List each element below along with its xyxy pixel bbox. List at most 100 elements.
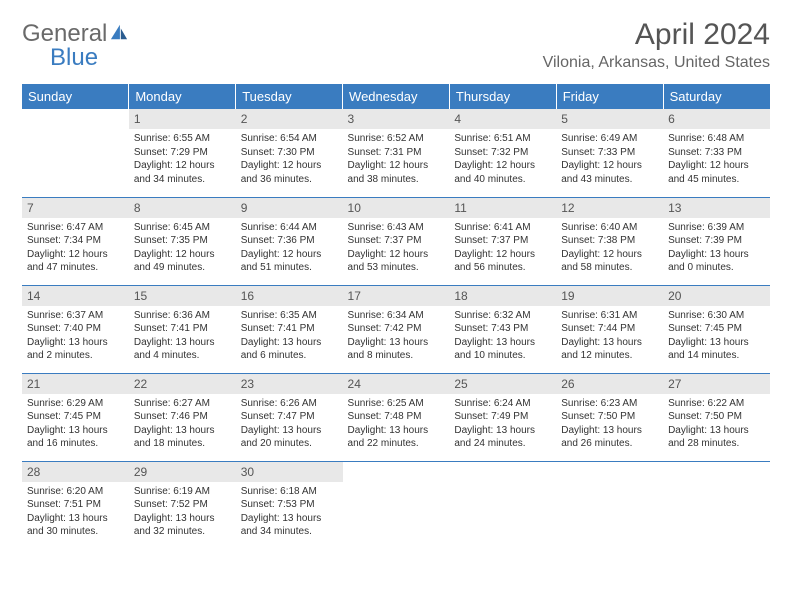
day-number: 30 xyxy=(236,462,343,482)
daylight-text-1: Daylight: 13 hours xyxy=(348,424,445,438)
calendar-cell xyxy=(22,109,129,197)
daylight-text-2: and 6 minutes. xyxy=(241,349,338,363)
title-block: April 2024 Vilonia, Arkansas, United Sta… xyxy=(543,18,770,72)
sunset-text: Sunset: 7:31 PM xyxy=(348,146,445,160)
daylight-text-1: Daylight: 13 hours xyxy=(27,336,124,350)
sunset-text: Sunset: 7:37 PM xyxy=(454,234,551,248)
day-number: 22 xyxy=(129,374,236,394)
day-number: 24 xyxy=(343,374,450,394)
calendar-cell xyxy=(449,461,556,549)
calendar-cell: 5Sunrise: 6:49 AMSunset: 7:33 PMDaylight… xyxy=(556,109,663,197)
daylight-text-2: and 26 minutes. xyxy=(561,437,658,451)
weekday-header: Saturday xyxy=(663,84,770,109)
sunset-text: Sunset: 7:51 PM xyxy=(27,498,124,512)
calendar-cell xyxy=(663,461,770,549)
sunset-text: Sunset: 7:53 PM xyxy=(241,498,338,512)
calendar-cell: 10 Sunrise: 6:43 AMSunset: 7:37 PMDayligh… xyxy=(343,197,450,285)
daylight-text-2: and 20 minutes. xyxy=(241,437,338,451)
day-body: Sunrise: 6:20 AMSunset: 7:51 PMDaylight:… xyxy=(22,482,129,544)
calendar-cell: 22 Sunrise: 6:27 AMSunset: 7:46 PMDayligh… xyxy=(129,373,236,461)
calendar-row: 14Sunrise: 6:37 AMSunset: 7:40 PMDayligh… xyxy=(22,285,770,373)
daylight-text-1: Daylight: 13 hours xyxy=(668,248,765,262)
sunrise-text: Sunrise: 6:44 AM xyxy=(241,221,338,235)
daylight-text-1: Daylight: 13 hours xyxy=(454,336,551,350)
sunrise-text: Sunrise: 6:41 AM xyxy=(454,221,551,235)
sunset-text: Sunset: 7:45 PM xyxy=(668,322,765,336)
calendar-cell: 28Sunrise: 6:20 AMSunset: 7:51 PMDayligh… xyxy=(22,461,129,549)
calendar-cell: 25Sunrise: 6:24 AMSunset: 7:49 PMDayligh… xyxy=(449,373,556,461)
day-body: Sunrise: 6:32 AMSunset: 7:43 PMDaylight:… xyxy=(449,306,556,368)
day-body: Sunrise: 6:22 AMSunset: 7:50 PMDaylight:… xyxy=(663,394,770,456)
daylight-text-2: and 4 minutes. xyxy=(134,349,231,363)
sunrise-text: Sunrise: 6:47 AM xyxy=(27,221,124,235)
sunset-text: Sunset: 7:45 PM xyxy=(27,410,124,424)
sunrise-text: Sunrise: 6:27 AM xyxy=(134,397,231,411)
weekday-header: Wednesday xyxy=(343,84,450,109)
daylight-text-1: Daylight: 12 hours xyxy=(561,248,658,262)
sunrise-text: Sunrise: 6:32 AM xyxy=(454,309,551,323)
daylight-text-1: Daylight: 12 hours xyxy=(348,159,445,173)
day-body: Sunrise: 6:23 AMSunset: 7:50 PMDaylight:… xyxy=(556,394,663,456)
day-body: Sunrise: 6:52 AMSunset: 7:31 PMDaylight:… xyxy=(343,129,450,191)
day-number: 11 xyxy=(449,198,556,218)
daylight-text-1: Daylight: 12 hours xyxy=(561,159,658,173)
day-body: Sunrise: 6:47 AMSunset: 7:34 PMDaylight:… xyxy=(22,218,129,280)
sunset-text: Sunset: 7:48 PM xyxy=(348,410,445,424)
sunrise-text: Sunrise: 6:31 AM xyxy=(561,309,658,323)
sunset-text: Sunset: 7:49 PM xyxy=(454,410,551,424)
daylight-text-2: and 14 minutes. xyxy=(668,349,765,363)
sunset-text: Sunset: 7:37 PM xyxy=(348,234,445,248)
daylight-text-1: Daylight: 12 hours xyxy=(348,248,445,262)
calendar-cell: 16Sunrise: 6:35 AMSunset: 7:41 PMDayligh… xyxy=(236,285,343,373)
daylight-text-1: Daylight: 13 hours xyxy=(134,424,231,438)
sunrise-text: Sunrise: 6:52 AM xyxy=(348,132,445,146)
daylight-text-2: and 34 minutes. xyxy=(134,173,231,187)
day-body: Sunrise: 6:41 AMSunset: 7:37 PMDaylight:… xyxy=(449,218,556,280)
daylight-text-2: and 40 minutes. xyxy=(454,173,551,187)
sunset-text: Sunset: 7:29 PM xyxy=(134,146,231,160)
daylight-text-2: and 0 minutes. xyxy=(668,261,765,275)
calendar-cell xyxy=(556,461,663,549)
day-number: 10 xyxy=(343,198,450,218)
daylight-text-2: and 8 minutes. xyxy=(348,349,445,363)
page-title: April 2024 xyxy=(543,18,770,52)
day-number: 18 xyxy=(449,286,556,306)
calendar-cell: 30Sunrise: 6:18 AMSunset: 7:53 PMDayligh… xyxy=(236,461,343,549)
daylight-text-1: Daylight: 13 hours xyxy=(134,512,231,526)
sunset-text: Sunset: 7:44 PM xyxy=(561,322,658,336)
daylight-text-2: and 32 minutes. xyxy=(134,525,231,539)
day-number: 9 xyxy=(236,198,343,218)
calendar-cell: 8Sunrise: 6:45 AMSunset: 7:35 PMDaylight… xyxy=(129,197,236,285)
calendar-cell: 23Sunrise: 6:26 AMSunset: 7:47 PMDayligh… xyxy=(236,373,343,461)
day-body: Sunrise: 6:39 AMSunset: 7:39 PMDaylight:… xyxy=(663,218,770,280)
sunset-text: Sunset: 7:33 PM xyxy=(668,146,765,160)
calendar-cell: 9Sunrise: 6:44 AMSunset: 7:36 PMDaylight… xyxy=(236,197,343,285)
day-number: 16 xyxy=(236,286,343,306)
calendar-row: 28Sunrise: 6:20 AMSunset: 7:51 PMDayligh… xyxy=(22,461,770,549)
sunset-text: Sunset: 7:43 PM xyxy=(454,322,551,336)
sunrise-text: Sunrise: 6:29 AM xyxy=(27,397,124,411)
sunset-text: Sunset: 7:46 PM xyxy=(134,410,231,424)
sunset-text: Sunset: 7:30 PM xyxy=(241,146,338,160)
daylight-text-1: Daylight: 13 hours xyxy=(668,424,765,438)
calendar-cell: 11Sunrise: 6:41 AMSunset: 7:37 PMDayligh… xyxy=(449,197,556,285)
logo-text-general: General xyxy=(22,22,107,46)
sunrise-text: Sunrise: 6:54 AM xyxy=(241,132,338,146)
sunset-text: Sunset: 7:34 PM xyxy=(27,234,124,248)
daylight-text-1: Daylight: 12 hours xyxy=(134,159,231,173)
daylight-text-1: Daylight: 12 hours xyxy=(454,248,551,262)
calendar-cell: 4Sunrise: 6:51 AMSunset: 7:32 PMDaylight… xyxy=(449,109,556,197)
sunrise-text: Sunrise: 6:43 AM xyxy=(348,221,445,235)
calendar-cell: 6Sunrise: 6:48 AMSunset: 7:33 PMDaylight… xyxy=(663,109,770,197)
daylight-text-1: Daylight: 13 hours xyxy=(241,424,338,438)
day-body: Sunrise: 6:24 AMSunset: 7:49 PMDaylight:… xyxy=(449,394,556,456)
daylight-text-1: Daylight: 12 hours xyxy=(241,159,338,173)
calendar-cell: 3Sunrise: 6:52 AMSunset: 7:31 PMDaylight… xyxy=(343,109,450,197)
daylight-text-1: Daylight: 12 hours xyxy=(454,159,551,173)
day-number: 28 xyxy=(22,462,129,482)
day-number: 1 xyxy=(129,109,236,129)
sunrise-text: Sunrise: 6:49 AM xyxy=(561,132,658,146)
sunset-text: Sunset: 7:42 PM xyxy=(348,322,445,336)
daylight-text-2: and 38 minutes. xyxy=(348,173,445,187)
day-number: 5 xyxy=(556,109,663,129)
